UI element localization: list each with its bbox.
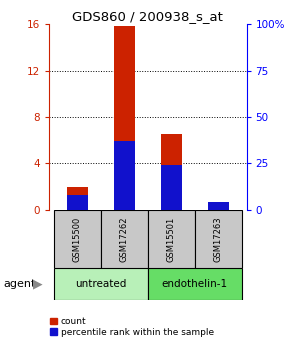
Text: GSM15501: GSM15501 [167, 216, 176, 262]
Text: agent: agent [3, 279, 35, 289]
Bar [208, 203, 229, 210]
Text: GSM17262: GSM17262 [120, 216, 129, 262]
Bar [161, 135, 182, 210]
Text: endothelin-1: endothelin-1 [162, 279, 228, 289]
Text: ▶: ▶ [33, 278, 43, 291]
Title: GDS860 / 200938_s_at: GDS860 / 200938_s_at [72, 10, 223, 23]
Bar [101, 210, 148, 268]
Bar [148, 210, 195, 268]
Bar [114, 141, 135, 210]
Bar [148, 268, 242, 300]
Bar [195, 210, 242, 268]
Bar [208, 203, 229, 210]
Text: GSM17263: GSM17263 [214, 216, 223, 262]
Bar [67, 187, 88, 210]
Bar [54, 210, 101, 268]
Text: untreated: untreated [75, 279, 127, 289]
Bar [54, 268, 148, 300]
Bar [67, 195, 88, 210]
Bar [114, 27, 135, 210]
Text: GSM15500: GSM15500 [73, 216, 82, 262]
Legend: count, percentile rank within the sample: count, percentile rank within the sample [48, 315, 215, 339]
Bar [161, 165, 182, 210]
